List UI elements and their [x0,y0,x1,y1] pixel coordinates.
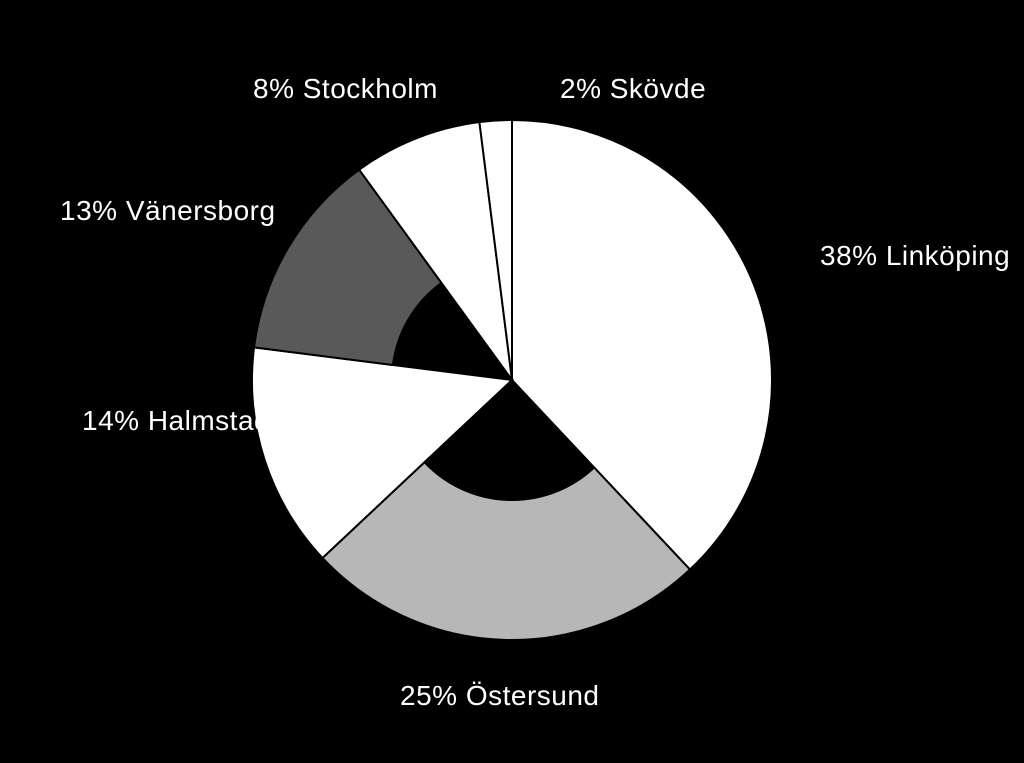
slice-label-halmstad: 14% Halmstad [82,405,270,437]
slice-label-linkoping: 38% Linköping [820,240,1010,272]
pie-chart-svg [0,0,1024,763]
slice-label-skovde: 2% Skövde [560,73,706,105]
slice-label-stockholm: 8% Stockholm [253,73,438,105]
pie-chart-container: 38% Linköping 25% Östersund 14% Halmstad… [0,0,1024,763]
slice-label-vanersborg: 13% Vänersborg [60,195,276,227]
slice-label-ostersund: 25% Östersund [400,680,600,712]
